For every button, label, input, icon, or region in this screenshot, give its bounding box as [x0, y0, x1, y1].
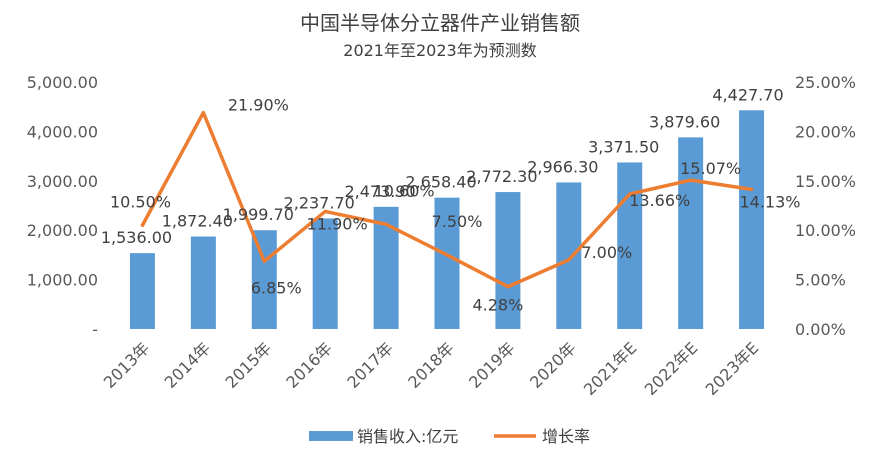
- chart-subtitle: 2021年至2023年为预测数: [343, 41, 536, 60]
- line-point: [689, 178, 693, 182]
- bar: [678, 137, 704, 329]
- line-point: [384, 222, 388, 226]
- legend-label-line: 增长率: [542, 427, 590, 446]
- left-axis-tick: 3,000.00: [27, 172, 98, 191]
- bar-value-label: 1,872.40: [162, 212, 233, 231]
- x-axis-category-label: 2016年: [282, 338, 336, 392]
- line-point: [750, 187, 754, 191]
- right-axis-tick: 10.00%: [795, 221, 856, 240]
- x-axis-category-label: 2022年E: [641, 338, 702, 399]
- line-data-labels: 10.50% 21.90% 6.85% 11.90% 10.60% 7.50% 4.28% 7…: [110, 96, 801, 315]
- x-axis-category-label: 2023年E: [702, 338, 763, 399]
- right-axis-tick: 20.00%: [795, 122, 856, 141]
- left-axis-tick: -: [92, 320, 98, 339]
- left-axis-ticks: - 1,000.00 2,000.00 3,000.00 4,000.00 5,000.0…: [27, 73, 98, 339]
- bar: [190, 236, 216, 329]
- line-point: [506, 285, 510, 289]
- bar-value-label: 2,473.90: [344, 182, 415, 201]
- line-value-label: 7.50%: [432, 212, 483, 231]
- line-point: [323, 209, 327, 213]
- left-axis-tick: 4,000.00: [27, 122, 98, 141]
- bar: [129, 253, 155, 329]
- line-point: [628, 192, 632, 196]
- left-axis-tick: 2,000.00: [27, 221, 98, 240]
- chart-title: 中国半导体分立器件产业销售额: [300, 11, 580, 35]
- x-axis-category-label: 2021年E: [580, 338, 641, 399]
- line-point: [445, 253, 449, 257]
- bar-value-label: 1,536.00: [101, 228, 172, 247]
- line-value-label: 6.85%: [251, 278, 302, 297]
- bar: [251, 230, 277, 329]
- x-axis-category-label: 2017年: [343, 338, 397, 392]
- x-axis-category-label: 2013年: [100, 338, 154, 392]
- bar-value-label: 3,879.60: [649, 112, 720, 131]
- x-axis-category-label: 2020年: [526, 338, 580, 392]
- right-axis-tick: 5.00%: [795, 271, 846, 290]
- line-value-label: 21.90%: [228, 96, 289, 115]
- line-value-label: 15.07%: [680, 159, 741, 178]
- line-value-label: 10.60%: [374, 181, 435, 200]
- x-axis-category-label: 2018年: [404, 338, 458, 392]
- line-point: [262, 259, 266, 263]
- legend: 销售收入:亿元 增长率: [309, 427, 590, 446]
- line-value-label: 10.50%: [110, 192, 171, 211]
- bar-value-label: 2,966.30: [527, 157, 598, 176]
- bar-data-labels: 1,536.001,872.401,999.702,237.702,473.90…: [101, 85, 784, 247]
- bar-value-label: 1,999.70: [223, 205, 294, 224]
- left-axis-tick: 1,000.00: [27, 271, 98, 290]
- bar: [434, 197, 460, 329]
- bar: [312, 218, 338, 329]
- line-series: [140, 110, 754, 289]
- right-axis-tick: 0.00%: [795, 320, 846, 339]
- bar-value-label: 2,237.70: [284, 193, 355, 212]
- line-value-label: 7.00%: [581, 243, 632, 262]
- right-axis-tick: 25.00%: [795, 73, 856, 92]
- legend-label-bars: 销售收入:亿元: [357, 427, 458, 446]
- bar: [739, 110, 765, 329]
- line-point: [140, 223, 144, 227]
- bar: [495, 192, 521, 329]
- x-axis-ticks: 2013年 2014年 2015年 2016年 2017年 2018年 2019年 2020年…: [100, 338, 763, 399]
- line-value-label: 13.66%: [629, 191, 690, 210]
- right-axis-tick: 15.00%: [795, 172, 856, 191]
- line-value-label: 4.28%: [472, 296, 523, 315]
- bar-value-label: 2,658.40: [405, 173, 476, 192]
- x-axis-category-label: 2015年: [222, 338, 276, 392]
- bar: [617, 162, 643, 329]
- line-value-label: 11.90%: [307, 214, 368, 233]
- bar-value-label: 3,371.50: [588, 137, 659, 156]
- bar-value-label: 4,427.70: [712, 85, 783, 104]
- x-axis-category-label: 2019年: [465, 338, 519, 392]
- bar: [556, 182, 582, 329]
- bar-series: [129, 110, 765, 329]
- left-axis-tick: 5,000.00: [27, 73, 98, 92]
- x-axis-category-label: 2014年: [161, 338, 215, 392]
- line-point: [567, 258, 571, 262]
- bar-value-label: 2,772.30: [466, 167, 537, 186]
- right-axis-ticks: 0.00% 5.00% 10.00% 15.00% 20.00% 25.00%: [795, 73, 856, 339]
- legend-swatch-bars: [309, 431, 353, 441]
- line-value-label: 14.13%: [739, 192, 800, 211]
- line-point: [201, 111, 205, 115]
